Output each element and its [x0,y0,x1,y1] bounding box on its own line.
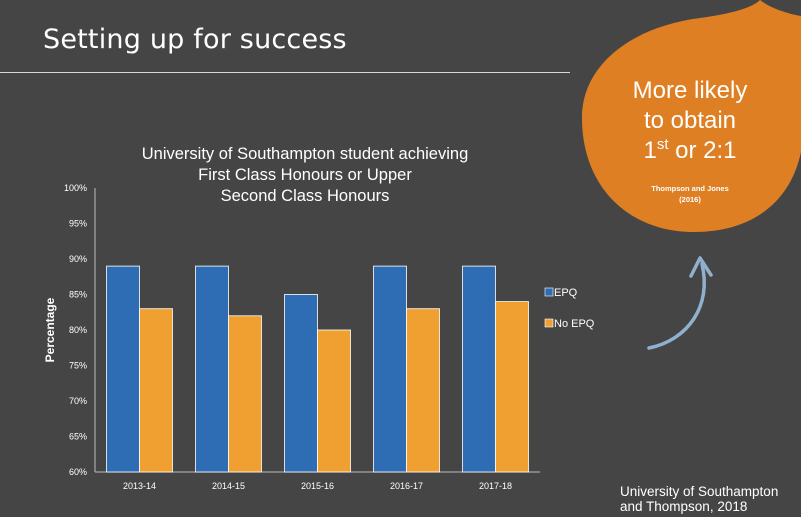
y-axis-label: Percentage [43,297,57,362]
arrow-curve [647,262,707,350]
chart-title-line-1: University of Southampton student achiev… [141,145,469,163]
bar-epq [462,265,496,473]
callout-citation-line-1: Thompson and Jones [651,184,729,193]
bar-epq [373,265,407,473]
title-divider [0,72,570,73]
bar-no-epq [317,329,351,473]
x-tick-label: 2015-16 [301,481,334,491]
arrow-head-icon [689,256,713,278]
callout-line-3: 1st or 2:1 [600,136,780,166]
callout-citation: Thompson and Jones (2016) [612,183,768,205]
y-tick-label: 100% [64,183,87,193]
bar-no-epq [228,315,262,473]
x-tick-label: 2016-17 [390,481,423,491]
legend-label: No EPQ [554,318,595,330]
legend-swatch [544,318,554,328]
bar-no-epq [139,308,173,473]
x-tick-label: 2013-14 [123,481,156,491]
slide-title: Setting up for success [43,24,347,55]
callout-line-1: More likely [632,77,748,104]
chart-title-line-3: Second Class Honours [220,187,390,205]
chart-title: University of Southampton student achiev… [110,144,500,207]
bar-no-epq [495,301,529,473]
callout-line-3-sup: st [656,136,669,153]
bar-epq [195,265,229,473]
y-tick-label: 75% [69,361,87,371]
source-line-1: University of Southampton [620,484,779,499]
callout-citation-line-2: (2016) [679,195,701,204]
bar-no-epq [406,308,440,473]
legend-swatch [544,287,554,297]
callout-line-3-rest: or 2:1 [668,137,737,164]
y-tick-label: 80% [69,325,87,335]
x-tick-label: 2017-18 [479,481,512,491]
source-line-2: and Thompson, 2018 [620,499,748,514]
y-tick-label: 90% [69,254,87,264]
source-text: University of Southampton and Thompson, … [620,484,800,514]
callout-line-3-main: 1 [643,137,657,164]
y-tick-label: 85% [69,290,87,300]
chart-title-line-2: First Class Honours or Upper [198,166,412,184]
y-tick-label: 70% [69,396,87,406]
x-tick-label: 2014-15 [212,481,245,491]
bar-epq [106,265,140,473]
y-tick-label: 60% [69,467,87,477]
callout-blob [582,0,801,232]
legend-label: EPQ [554,287,578,299]
y-tick-label: 65% [69,432,87,442]
y-tick-label: 95% [69,219,87,229]
callout-text: More likely to obtain 1st or 2:1 [600,76,780,166]
callout-line-2: to obtain [643,107,737,134]
